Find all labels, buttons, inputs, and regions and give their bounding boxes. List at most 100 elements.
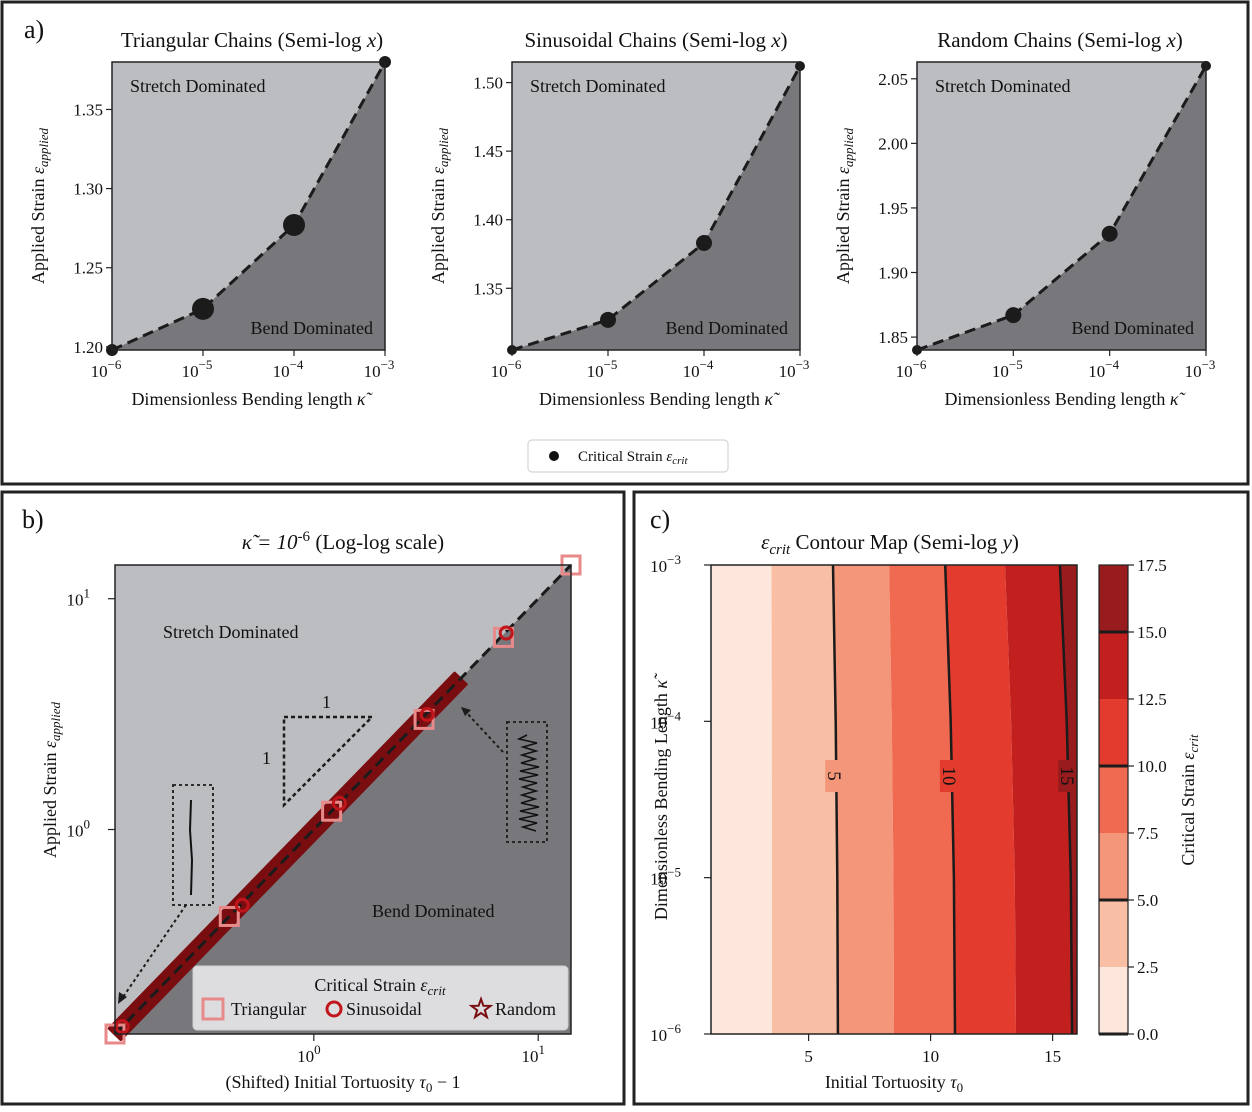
contour-band	[833, 565, 894, 1034]
colorbar-tick-label: 7.5	[1137, 824, 1158, 843]
contour-label: 5	[823, 771, 844, 781]
critical-strain-line	[111, 61, 387, 352]
colorbar-tick-label: 12.5	[1137, 690, 1167, 709]
contour-label-bg	[1058, 760, 1077, 792]
inset-arrow-head	[118, 992, 127, 1004]
colorbar-frame	[1098, 564, 1129, 1035]
contour-label-bg	[939, 760, 958, 792]
triangular-marker	[218, 905, 240, 927]
y-tick-label: 2.00	[878, 134, 908, 153]
y-tick-label: 1.40	[473, 211, 503, 230]
inset-chain-shape	[188, 799, 194, 896]
legend-box	[192, 965, 569, 1031]
chart-title: Triangular Chains (Semi-log x)	[121, 28, 383, 52]
chart-triangular: 1.20 1.25 1.30 1.35 10−6 10−5 10−4 10−3 Triangul…	[28, 28, 394, 409]
y-axis-label: Applied Strain εapplied	[40, 701, 63, 858]
x-tick-label: 10−4	[1088, 357, 1119, 381]
sinusoidal-marker	[114, 1019, 130, 1035]
x-tick-label: 10−3	[364, 357, 395, 381]
y-tick-label: 1.35	[473, 279, 503, 298]
colorbar-segment	[1099, 565, 1128, 632]
legend-marker-sinusoidal	[325, 1000, 343, 1018]
panel-b-frame	[0, 490, 626, 1106]
x-axis-label: (Shifted) Initial Tortuosity τ0 − 1	[226, 1072, 461, 1095]
contour-band	[771, 565, 838, 1034]
chart-title: κ̃ = 10-6 (Log-log scale)	[242, 529, 444, 554]
y-tick-label: 1.85	[878, 328, 908, 347]
chart-contour: 5 10 15 10−6 10−5 10−4 10−3 5 10 15 εcrit Contour …	[650, 530, 1201, 1095]
bend-region	[112, 62, 385, 350]
y-tick-label: 1.90	[878, 264, 908, 283]
x-axis-label: Dimensionless Bending length κ̃	[944, 389, 1186, 409]
chart-title: Sinusoidal Chains (Semi-log x)	[524, 28, 787, 52]
chart-random: 1.85 1.90 1.95 2.00 2.05 10−6 10−5 10−4 10−3 Rand…	[833, 28, 1215, 409]
legend-label-random: Random	[495, 999, 556, 1019]
x-tick-label: 15	[1044, 1047, 1061, 1066]
x-tick-label: 10−3	[779, 357, 810, 381]
x-tick-label: 10	[922, 1047, 939, 1066]
contour-label: 15	[1056, 767, 1077, 786]
slope-run-label: 1	[322, 692, 331, 712]
legend-box	[527, 439, 729, 473]
x-tick-label: 10−5	[587, 357, 618, 381]
triangular-marker	[321, 800, 343, 822]
slope-triangle	[282, 715, 376, 809]
contour-band	[1059, 565, 1077, 1034]
y-tick-label: 1.25	[73, 259, 103, 278]
y-tick-label: 1.35	[73, 100, 103, 119]
y-tick-label: 2.05	[878, 70, 908, 89]
y-tick-label: 101	[67, 586, 91, 610]
data-point	[192, 297, 214, 320]
x-tick-label: 5	[804, 1047, 813, 1066]
colorbar-tick-label: 5.0	[1137, 891, 1158, 910]
sinusoidal-marker	[234, 897, 250, 913]
y-tick-label: 1.30	[73, 180, 103, 199]
contour-band	[1005, 565, 1073, 1034]
contour-label: 10	[938, 767, 959, 786]
slope-rise-label: 1	[262, 748, 271, 768]
x-axis-label: Dimensionless Bending length κ̃	[539, 389, 781, 409]
legend-label: Critical Strain εcrit	[578, 449, 688, 467]
inset-sinusoidal-chain	[172, 784, 214, 906]
y-axis-label: Applied Strain εapplied	[833, 127, 856, 284]
x-tick-label: 10−3	[1185, 357, 1216, 381]
legend-marker	[549, 451, 559, 461]
legend-panel-a: Critical Strain εcrit	[527, 439, 729, 473]
colorbar-segment	[1099, 900, 1128, 967]
contour-band	[711, 565, 772, 1034]
x-tick-label: 100	[297, 1042, 321, 1066]
y-tick-label: 10−5	[650, 865, 681, 889]
region-label-bend: Bend Dominated	[251, 318, 373, 338]
legend-label-sinusoidal: Sinusoidal	[346, 999, 422, 1019]
plot-frame	[916, 61, 1207, 351]
panel-label-a: a)	[24, 15, 44, 44]
legend-label-triangular: Triangular	[231, 999, 306, 1019]
inset-arrow-line	[120, 904, 187, 1001]
region-label-bend: Bend Dominated	[1072, 318, 1194, 338]
colorbar-segment	[1099, 632, 1128, 699]
region-label-stretch: Stretch Dominated	[130, 76, 265, 96]
y-tick-label: 1.45	[473, 142, 503, 161]
data-point	[1101, 225, 1118, 242]
x-tick-label: 10−4	[683, 357, 714, 381]
y-tick-label: 10−4	[650, 708, 681, 732]
data-point	[283, 213, 305, 236]
plot-frame	[114, 564, 572, 1035]
legend-marker-triangular	[201, 997, 225, 1021]
x-axis-label: Initial Tortuosity τ0	[825, 1072, 963, 1095]
region-label-stretch: Stretch Dominated	[530, 76, 665, 96]
y-tick-label: 10−6	[650, 1021, 681, 1045]
sinusoidal-marker	[419, 707, 435, 723]
legend-marker-random	[468, 995, 494, 1020]
data-point	[1005, 307, 1022, 324]
sinusoidal-marker	[498, 625, 514, 641]
x-tick-label: 10−5	[182, 357, 213, 381]
critical-strain-line	[511, 65, 802, 352]
colorbar-tick-label: 0.0	[1137, 1025, 1158, 1044]
colorbar-segment	[1099, 699, 1128, 766]
chart-title: Random Chains (Semi-log x)	[937, 28, 1183, 52]
region-label-bend: Bend Dominated	[666, 318, 788, 338]
contour-line	[1058, 564, 1074, 1035]
inset-random-chain	[506, 721, 548, 843]
